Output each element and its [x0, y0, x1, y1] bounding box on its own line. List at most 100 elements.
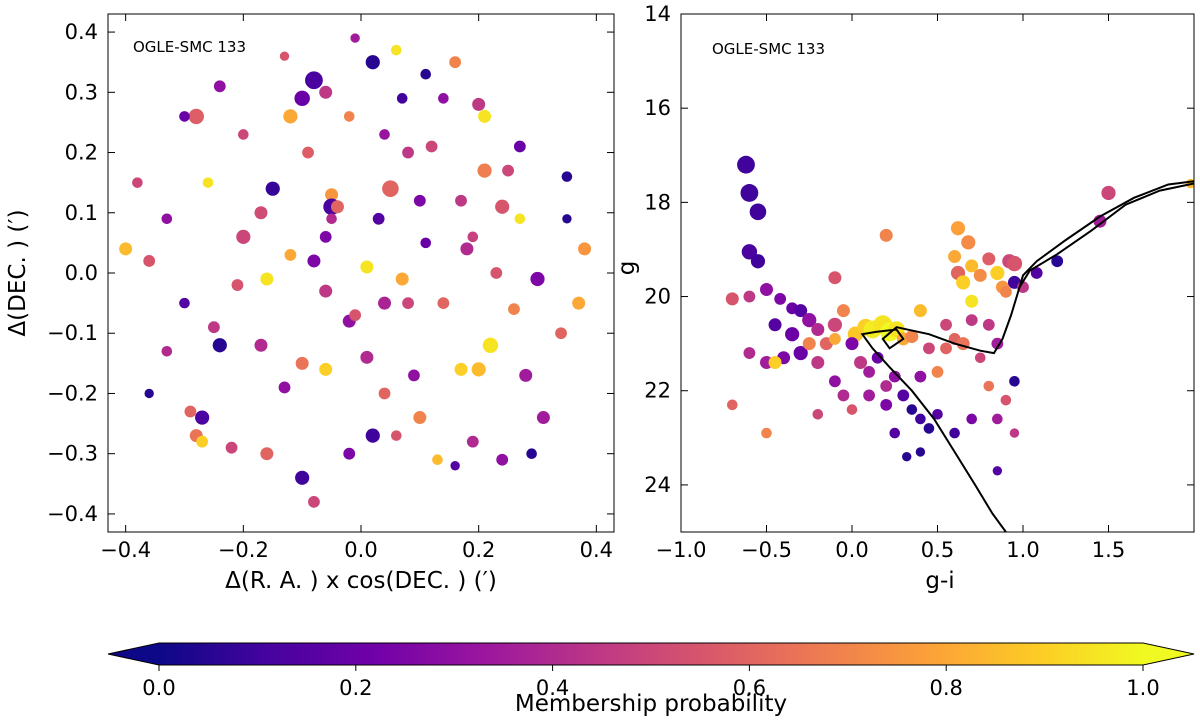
cmd-point: [983, 380, 995, 392]
spatial-points: [119, 33, 592, 508]
spatial-point: [308, 495, 320, 508]
cmd-y-tick-label: 18: [644, 190, 671, 214]
colorbar-gradient: [159, 643, 1143, 665]
cmd-point: [965, 314, 978, 326]
spatial-point: [161, 346, 173, 357]
cmd-point: [812, 408, 824, 420]
spatial-point: [519, 368, 533, 382]
spatial-point: [502, 164, 514, 177]
spatial-y-tick-label: −0.2: [47, 381, 98, 405]
cmd-point: [871, 351, 884, 364]
spatial-point: [460, 242, 474, 256]
spatial-point: [325, 188, 339, 202]
colorbar-ticks: 0.0 0.2 0.4 0.6 0.8 1.0: [142, 665, 1160, 700]
spatial-point: [372, 212, 385, 225]
cmd-point: [743, 347, 756, 359]
spatial-point: [530, 271, 545, 287]
spatial-point: [395, 272, 409, 286]
spatial-point: [482, 337, 499, 353]
cmd-point: [973, 268, 987, 282]
cmd-point: [905, 330, 919, 344]
spatial-point: [413, 194, 426, 207]
colorbar-tick-label: 0.8: [929, 676, 962, 700]
spatial-point: [454, 362, 468, 376]
cmd-point: [774, 293, 787, 305]
spatial-point: [202, 177, 214, 188]
spatial-point: [396, 93, 408, 104]
spatial-plot: −0.4 −0.2 0.0 0.2 0.4 0.40.30.20.10.0−0.1−0.…: [5, 13, 615, 594]
spatial-point: [472, 97, 486, 111]
spatial-point: [179, 111, 190, 122]
cmd-point: [743, 290, 756, 303]
colorbar-tick-label: 0.4: [536, 676, 569, 700]
cmd-plot-frame: [680, 13, 1195, 533]
spatial-x-label: Δ(R. A. ) x cos(DEC. ) (′): [225, 568, 497, 594]
cmd-point: [940, 318, 952, 331]
spatial-y-tick-label: 0.0: [65, 261, 98, 285]
cmd-point: [854, 355, 868, 369]
spatial-point: [343, 111, 355, 122]
spatial-point: [350, 33, 360, 43]
spatial-point: [455, 194, 467, 207]
spatial-point: [508, 303, 520, 316]
cmd-x-tick-label: 0.5: [921, 538, 954, 562]
spatial-point: [295, 470, 310, 485]
colorbar: 0.0 0.2 0.4 0.6 0.8 1.0 Membership probabilit…: [107, 642, 1195, 717]
spatial-y-label: Δ(DEC. ) (′): [5, 209, 31, 336]
cmd-x-tick-label: −1.0: [656, 538, 707, 562]
colorbar-extend-low: [108, 643, 159, 665]
spatial-point: [425, 140, 438, 153]
spatial-y-tick-label: 0.1: [65, 201, 98, 225]
cmd-point: [915, 447, 926, 457]
spatial-y-tick-label: 0.3: [65, 80, 98, 104]
spatial-point: [360, 260, 374, 274]
spatial-point: [295, 356, 309, 370]
cmd-point: [961, 235, 976, 250]
cmd-point: [974, 352, 986, 364]
cmd-point: [829, 375, 841, 388]
spatial-point: [432, 454, 443, 466]
cmd-point: [965, 259, 979, 273]
cmd-point: [992, 413, 1003, 425]
spatial-point: [379, 129, 390, 140]
cmd-point: [1101, 185, 1116, 201]
cmd-point: [846, 404, 858, 415]
spatial-point: [195, 410, 210, 425]
cmd-y-tick-label: 22: [644, 379, 671, 403]
cmd-point: [1000, 394, 1012, 406]
cmd-point: [1000, 285, 1012, 298]
cmd-x-axis: −1.0 −0.5 0.0 0.5 1.0 1.5: [656, 14, 1125, 562]
spatial-point: [279, 51, 290, 61]
spatial-y-axis: 0.4 0.3 0.2 0.1 0.0 −0.1 −0.2 −0.3 −0.4: [47, 20, 614, 526]
cmd-point: [1051, 255, 1064, 268]
spatial-point: [478, 109, 492, 123]
cmd-point: [992, 466, 1003, 476]
cmd-point: [811, 323, 825, 337]
spatial-x-tick-label: 0.0: [344, 538, 377, 562]
spatial-point: [283, 109, 298, 124]
cmd-point: [802, 312, 817, 328]
spatial-point: [319, 362, 333, 376]
spatial-point: [555, 327, 567, 340]
cmd-point: [923, 423, 935, 434]
spatial-point: [420, 237, 432, 249]
spatial-point: [561, 171, 573, 182]
spatial-x-tick-label: −0.4: [100, 538, 151, 562]
spatial-point: [254, 206, 268, 220]
spatial-point: [513, 140, 526, 153]
spatial-point: [391, 44, 402, 56]
cmd-point: [863, 389, 875, 402]
spatial-point: [260, 272, 274, 286]
spatial-point: [378, 387, 391, 400]
cmd-point: [768, 355, 782, 369]
cmd-point: [949, 427, 960, 439]
spatial-point: [307, 254, 321, 268]
cmd-point: [863, 365, 875, 378]
spatial-point: [184, 405, 197, 418]
spatial-x-tick-label: 0.2: [462, 538, 495, 562]
spatial-y-tick-label: 0.2: [65, 141, 98, 165]
spatial-point: [144, 388, 154, 399]
spatial-point: [278, 381, 291, 394]
spatial-point: [196, 435, 209, 448]
colorbar-tick-label: 1.0: [1126, 676, 1159, 700]
